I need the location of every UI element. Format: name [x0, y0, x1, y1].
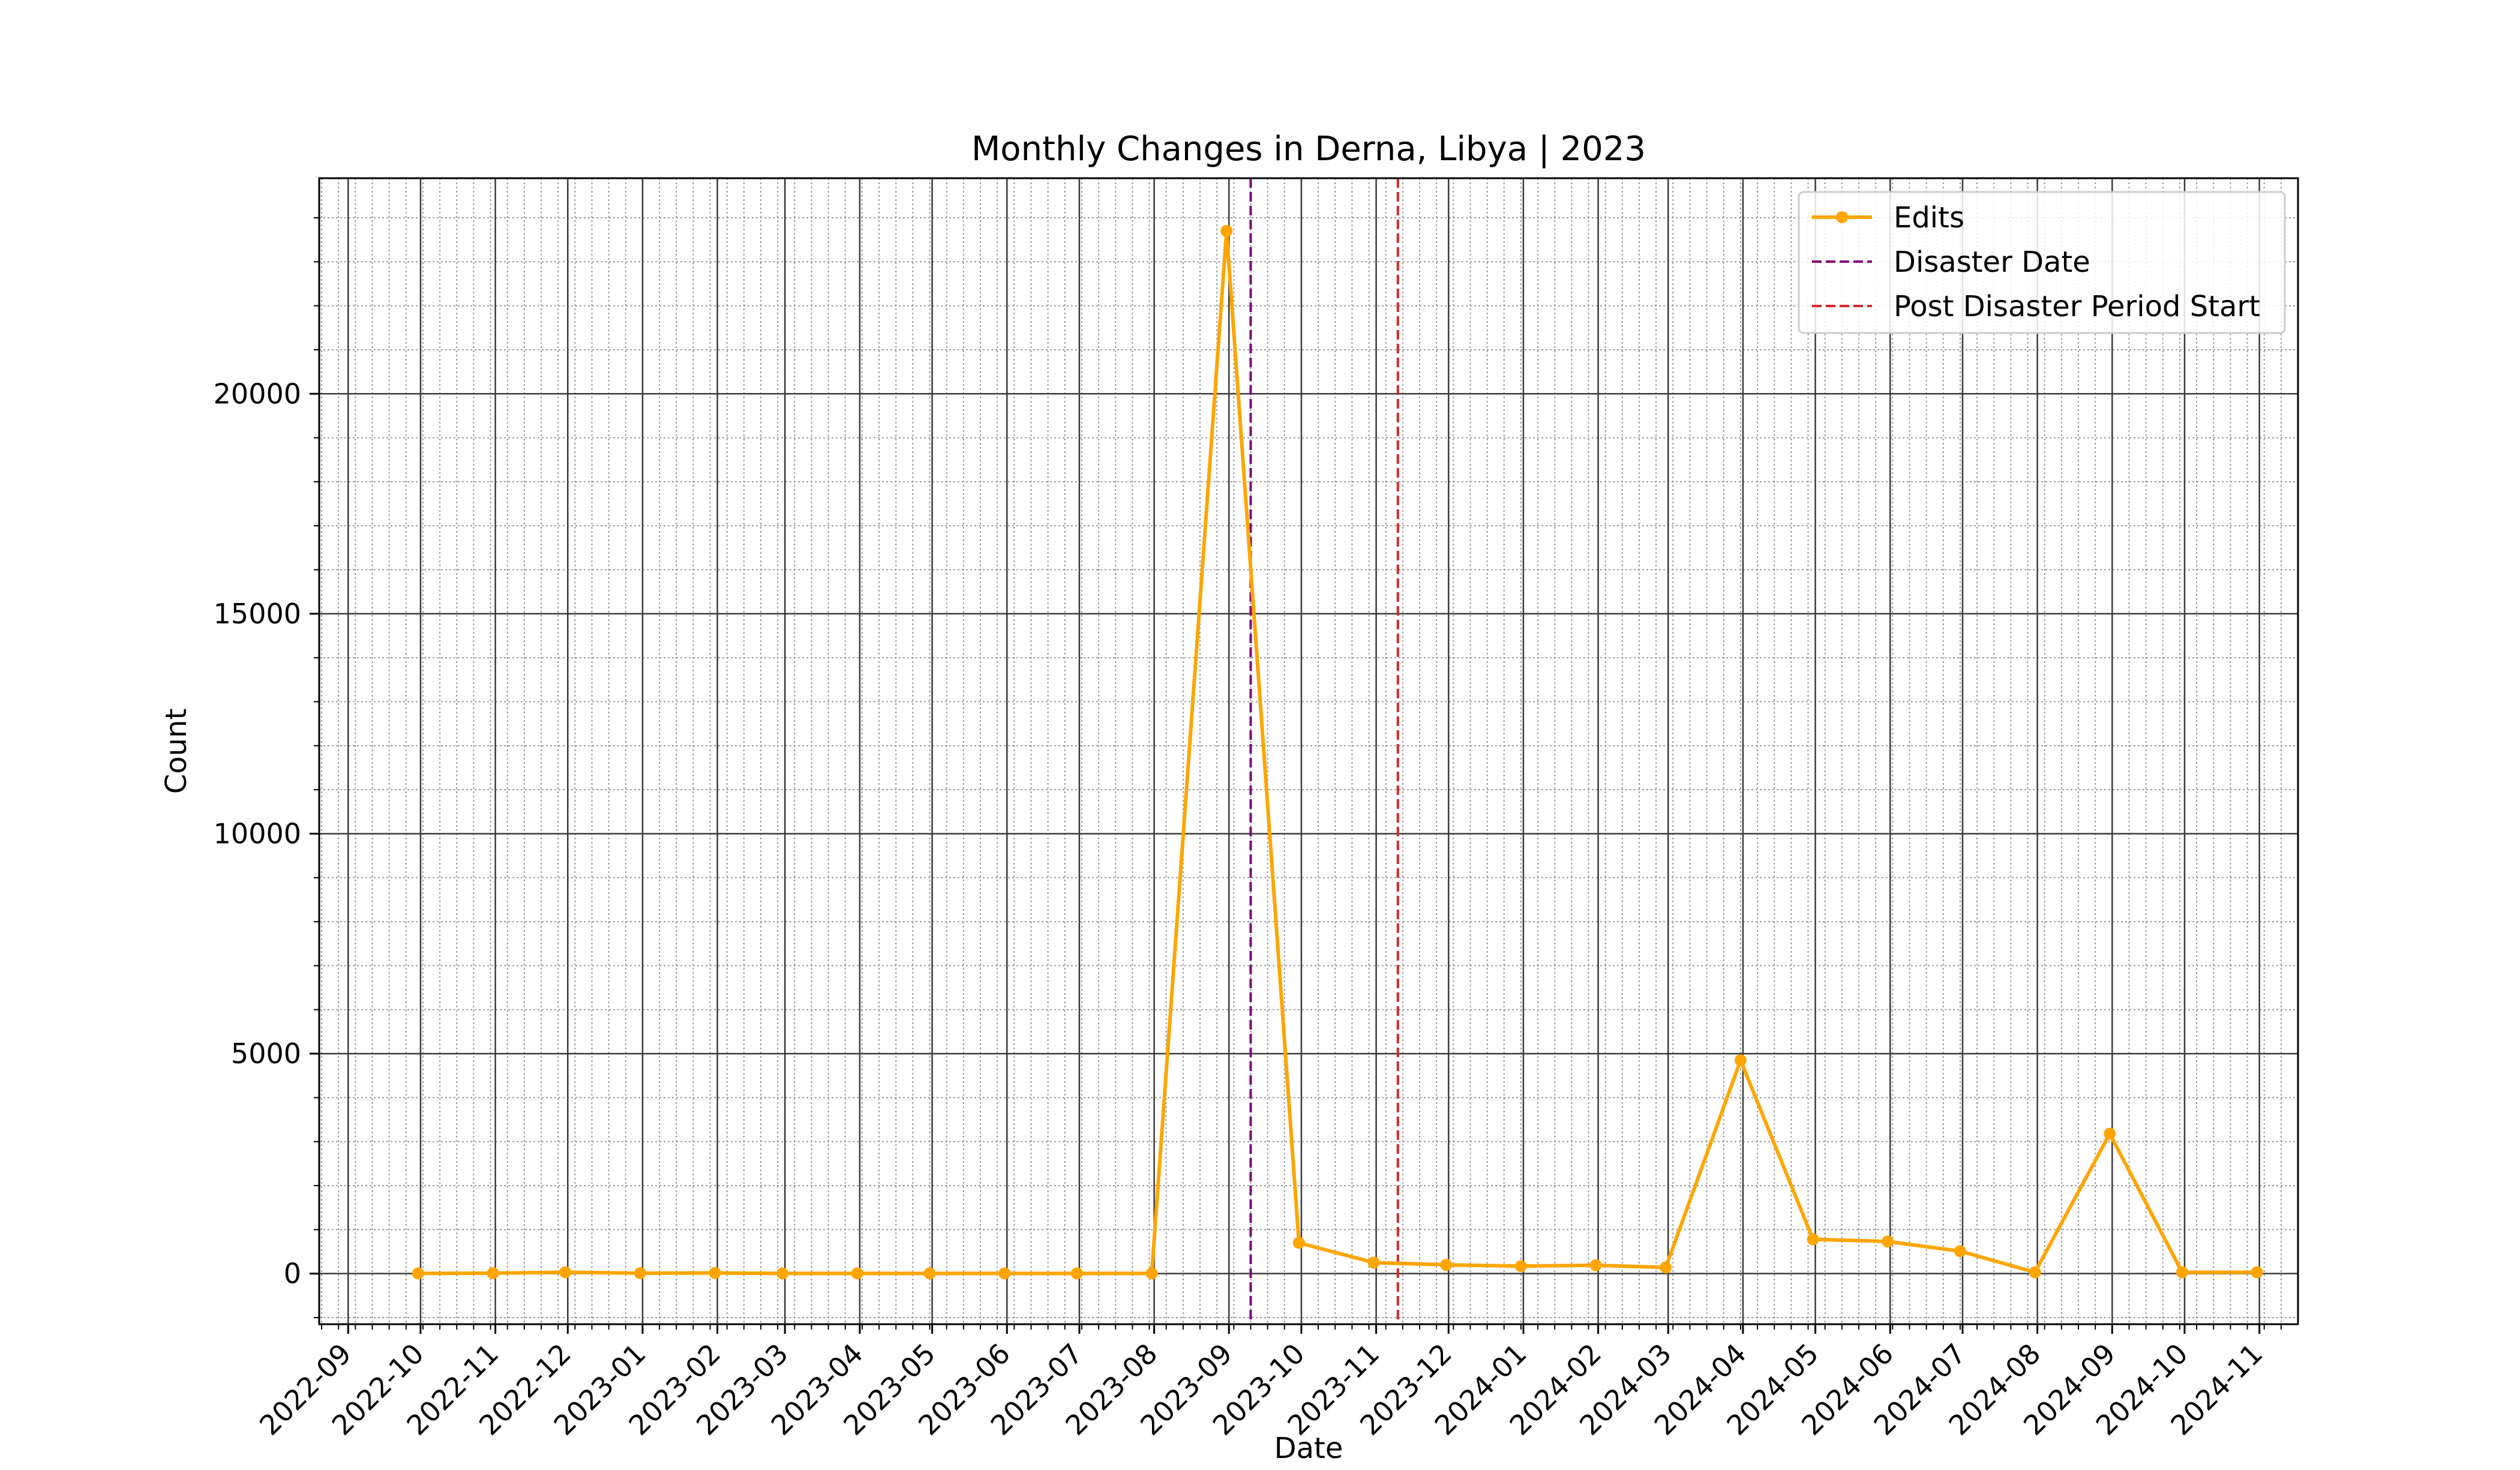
- data-point: [2176, 1266, 2188, 1279]
- data-point: [412, 1267, 424, 1280]
- data-point: [1734, 1054, 1747, 1067]
- y-tick-label: 5000: [231, 1037, 301, 1070]
- y-tick-label: 15000: [214, 598, 301, 630]
- data-point: [559, 1266, 572, 1279]
- series-line: [418, 229, 2257, 1276]
- legend-label: Post Disaster Period Start: [1894, 290, 2260, 323]
- y-axis-label: Count: [160, 709, 193, 794]
- legend-label: Edits: [1894, 201, 1964, 235]
- data-point: [1954, 1245, 1966, 1258]
- chart-title: Monthly Changes in Derna, Libya | 2023: [971, 130, 1646, 169]
- data-point: [1807, 1233, 1819, 1246]
- legend: Edits Disaster Date Post Disaster Period S…: [1798, 191, 2286, 334]
- data-point: [1589, 1259, 1602, 1271]
- legend-marker-edits: [1836, 211, 1848, 223]
- data-point: [1220, 224, 1233, 237]
- major-grid: [319, 178, 2298, 1324]
- data-point: [1440, 1259, 1453, 1271]
- y-tick-label: 20000: [214, 377, 301, 410]
- data-point: [1292, 1237, 1305, 1249]
- data-point: [2251, 1266, 2263, 1279]
- legend-label: Disaster Date: [1894, 245, 2090, 279]
- data-point: [1145, 1267, 1158, 1280]
- axis-ticks: [310, 217, 2282, 1334]
- legend-box: [1798, 191, 2286, 334]
- plot-frame: [318, 177, 2299, 1325]
- data-point: [998, 1267, 1011, 1280]
- x-axis-label: Date: [1274, 1432, 1343, 1465]
- data-point: [1882, 1235, 1894, 1248]
- data-point: [1367, 1256, 1380, 1269]
- data-point: [634, 1267, 646, 1279]
- y-tick-label: 10000: [214, 817, 301, 850]
- data-point: [2104, 1127, 2116, 1140]
- series-layer: [412, 224, 2263, 1280]
- data-point: [923, 1267, 936, 1280]
- data-point: [709, 1267, 721, 1279]
- data-point: [1070, 1267, 1083, 1280]
- data-point: [487, 1267, 499, 1279]
- data-point: [776, 1267, 789, 1280]
- data-point: [2029, 1266, 2041, 1279]
- data-point: [1514, 1260, 1527, 1273]
- minor-grid: [319, 178, 2298, 1324]
- data-point: [1660, 1261, 1672, 1274]
- data-point: [851, 1267, 863, 1280]
- y-tick-label: 0: [284, 1258, 301, 1290]
- reference-lines: [1249, 178, 1399, 1324]
